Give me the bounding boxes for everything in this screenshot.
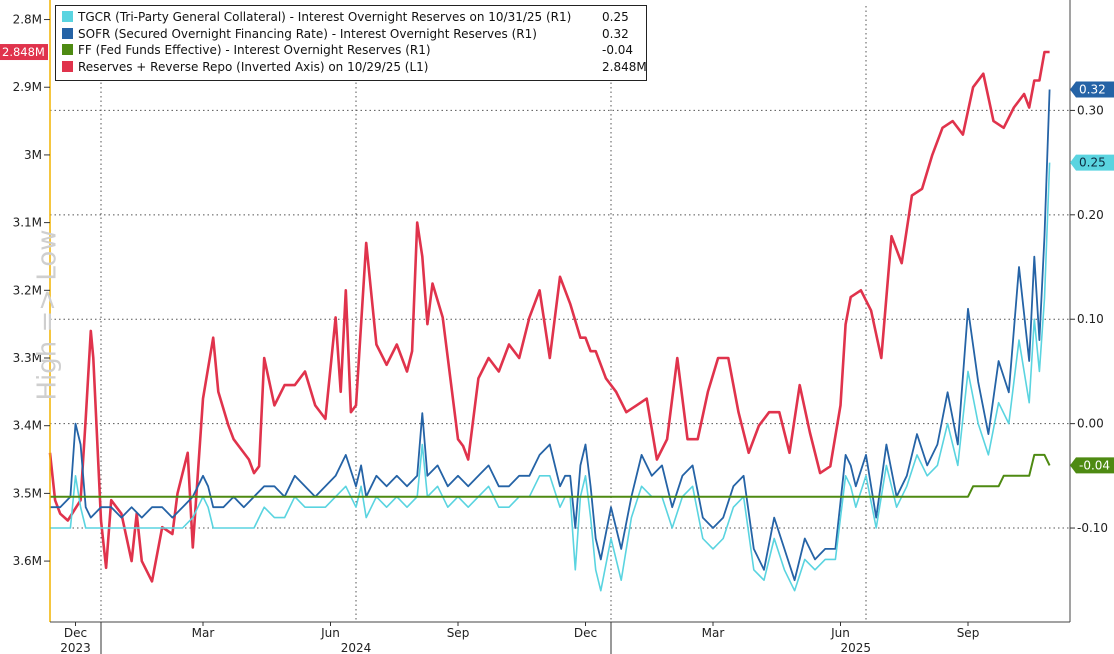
left-tick-label: 2.8M [13,13,42,27]
series-line [50,453,1051,498]
left-tick-label: 3.4M [13,419,42,433]
left-tick-label: 3.5M [13,486,42,500]
legend-item: TGCR (Tri-Party General Collateral) - In… [62,9,640,26]
x-year-label: 2024 [341,641,372,654]
x-month-label: Jun [320,626,340,640]
right-tick-label: 0.10 [1077,312,1104,326]
right-tick-label: 0.00 [1077,417,1104,431]
right-tick-label: -0.10 [1077,521,1108,535]
right-last-value: -0.04 [1079,458,1110,472]
legend: TGCR (Tri-Party General Collateral) - In… [55,5,647,81]
right-last-value-flag [1070,81,1114,98]
series-line [50,89,1051,582]
legend-label: Reserves + Reverse Repo (Inverted Axis) … [78,59,429,74]
x-month-label: Jun [830,626,850,640]
legend-value: 2.848M [602,59,647,74]
series-line [48,50,1050,583]
left-tick-label: 3M [24,148,42,162]
legend-label: FF (Fed Funds Effective) - Interest Over… [78,43,431,57]
x-month-label: Mar [192,626,215,640]
x-month-label: Dec [64,626,87,640]
legend-label: SOFR (Secured Overnight Financing Rate) … [78,26,537,41]
legend-swatch [62,44,73,55]
legend-swatch [62,60,73,72]
left-tick-label: 3.3M [13,351,42,365]
x-month-label: Sep [447,626,470,640]
x-month-label: Mar [702,626,725,640]
x-month-label: Dec [574,626,597,640]
legend-item: FF (Fed Funds Effective) - Interest Over… [62,42,640,59]
right-last-value-flag [1070,154,1114,171]
legend-value: 0.25 [602,10,629,24]
series-line [50,162,1051,592]
right-last-value-flag [1070,457,1114,474]
right-tick-label: 0.30 [1077,103,1104,117]
watermark: High => Low [32,229,63,401]
left-tick-label: 2.9M [13,80,42,94]
x-year-label: 2023 [60,641,91,654]
x-month-label: Sep [957,626,980,640]
legend-item: Reserves + Reverse Repo (Inverted Axis) … [62,59,647,76]
legend-swatch [62,11,73,22]
legend-label: TGCR (Tri-Party General Collateral) - In… [78,10,572,24]
x-year-label: 2025 [841,641,872,654]
series-lines [48,50,1051,592]
left-last-value-box [0,44,48,61]
legend-value: 0.32 [602,26,629,41]
left-tick-label: 3.1M [13,216,42,230]
legend-swatch [62,27,73,39]
right-tick-label: 0.20 [1077,208,1104,222]
left-last-value: 2.848M [2,45,45,59]
legend-value: -0.04 [602,43,634,57]
legend-item: SOFR (Secured Overnight Financing Rate) … [62,26,640,43]
right-last-value: 0.25 [1079,156,1106,170]
left-tick-label: 3.2M [13,283,42,297]
left-tick-label: 3.6M [13,554,42,568]
grid [50,6,1070,622]
right-last-value: 0.32 [1079,83,1106,97]
